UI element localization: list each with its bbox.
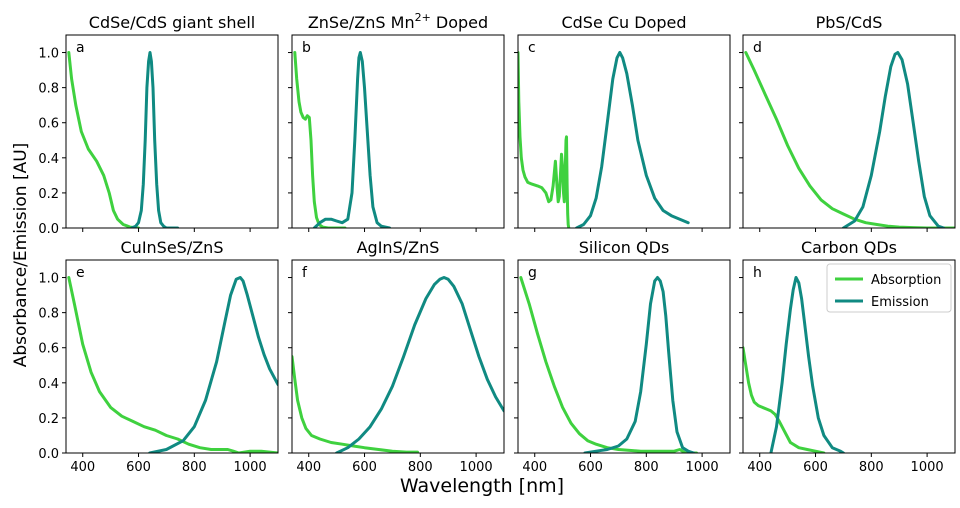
series-absorption-line <box>293 51 347 228</box>
x-tick-label: 1000 <box>686 460 719 475</box>
series-absorption-line <box>743 346 826 453</box>
series-absorption-line <box>292 355 419 453</box>
panel-curves <box>744 51 955 228</box>
panel-title: Silicon QDs <box>579 238 670 257</box>
x-tick-label: 600 <box>352 460 377 475</box>
series-absorption-line <box>518 51 571 228</box>
series-emission-line <box>575 51 690 228</box>
panel-c: CdSe Cu Doped c <box>514 13 731 232</box>
y-axis-label: Absorbance/Emission [AU] <box>11 143 31 368</box>
y-tick-label: 0.4 <box>38 152 59 167</box>
panel-f: AgInS/ZnS f 400 600 800 1000 <box>288 238 505 475</box>
y-tick-label: 0.8 <box>38 82 59 97</box>
x-tick-label: 800 <box>634 460 659 475</box>
x-tick-label: 400 <box>70 460 95 475</box>
panel-frame <box>65 259 279 454</box>
panel-curves <box>743 276 845 453</box>
legend: Absorption Emission <box>826 263 952 313</box>
panel-curves <box>519 276 698 453</box>
x-axis-label: Wavelength [nm] <box>400 475 564 497</box>
panel-title: PbS/CdS <box>816 13 883 32</box>
panel-title: ZnSe/ZnS Mn2+ Doped <box>308 11 488 32</box>
series-emission-line <box>769 276 845 453</box>
legend-emission-label: Emission <box>871 295 929 310</box>
panel-curves <box>67 276 278 453</box>
y-tick-label: 0.0 <box>38 447 59 462</box>
x-tick-label: 600 <box>578 460 603 475</box>
panel-e: CuInSeS/ZnS e 0.0 0.2 0.4 0.6 0.8 1.0 400 600 800 1… <box>38 238 279 475</box>
panel-title: Carbon QDs <box>801 238 897 257</box>
y-tick-label: 0.6 <box>38 117 59 132</box>
x-tick-label: 600 <box>803 460 828 475</box>
panel-letter: d <box>753 40 762 56</box>
panel-h: Carbon QDs h 400 600 800 1000 Absorption Emissi… <box>739 238 956 475</box>
panel-title: CdSe/CdS giant shell <box>89 13 255 32</box>
panel-title-suffix: Doped <box>431 13 488 32</box>
x-tick-label: 1000 <box>234 460 267 475</box>
x-tick-label: 400 <box>747 460 772 475</box>
panel-curves <box>292 276 504 453</box>
panel-title: AgInS/ZnS <box>357 238 440 257</box>
x-tick-label: 800 <box>408 460 433 475</box>
panel-title: CdSe Cu Doped <box>561 13 686 32</box>
y-tick-label: 0.4 <box>38 377 59 392</box>
panel-letter: h <box>753 265 762 281</box>
panel-title: CuInSeS/ZnS <box>121 238 224 257</box>
panel-frame <box>65 34 279 229</box>
panel-curves <box>293 51 392 228</box>
x-tick-label: 400 <box>522 460 547 475</box>
y-tick-label: 0.0 <box>38 222 59 237</box>
panel-frame <box>291 259 505 454</box>
x-tick-label: 800 <box>182 460 207 475</box>
series-absorption-line <box>67 276 278 453</box>
panel-title-superscript: 2+ <box>415 11 431 24</box>
series-emission-line <box>312 51 392 228</box>
y-tick-label: 0.2 <box>38 412 59 427</box>
panel-letter: g <box>528 265 537 281</box>
panel-frame <box>291 34 505 229</box>
x-tick-label: 800 <box>859 460 884 475</box>
y-tick-label: 1.0 <box>38 47 59 62</box>
panel-b: ZnSe/ZnS Mn2+ Doped b <box>288 11 505 232</box>
panel-d: PbS/CdS d <box>739 13 956 232</box>
panel-letter: c <box>528 40 536 56</box>
y-tick-label: 1.0 <box>38 272 59 287</box>
panel-frame <box>517 259 731 454</box>
series-emission-line <box>583 276 696 453</box>
x-tick-label: 1000 <box>460 460 493 475</box>
series-absorption-line <box>744 51 955 228</box>
series-absorption-line <box>519 276 698 453</box>
panel-curves <box>67 51 180 228</box>
panel-letter: f <box>302 265 308 281</box>
legend-absorption-label: Absorption <box>871 273 941 288</box>
x-tick-label: 1000 <box>911 460 944 475</box>
panel-frame <box>517 34 731 229</box>
series-emission-line <box>335 276 504 453</box>
panel-frame <box>742 34 956 229</box>
y-tick-label: 0.8 <box>38 307 59 322</box>
panel-g: Silicon QDs g 400 600 800 1000 <box>514 238 731 475</box>
series-emission-line <box>148 276 278 453</box>
panel-frame <box>742 259 956 454</box>
panel-letter: a <box>76 40 85 56</box>
panel-curves <box>518 51 690 228</box>
series-emission-line <box>841 51 946 228</box>
panel-letter: b <box>302 40 311 56</box>
y-tick-label: 0.6 <box>38 342 59 357</box>
x-tick-label: 600 <box>126 460 151 475</box>
y-tick-label: 0.2 <box>38 187 59 202</box>
series-absorption-line <box>67 51 140 228</box>
x-tick-label: 400 <box>296 460 321 475</box>
panel-letter: e <box>76 265 85 281</box>
series-emission-line <box>130 51 180 228</box>
